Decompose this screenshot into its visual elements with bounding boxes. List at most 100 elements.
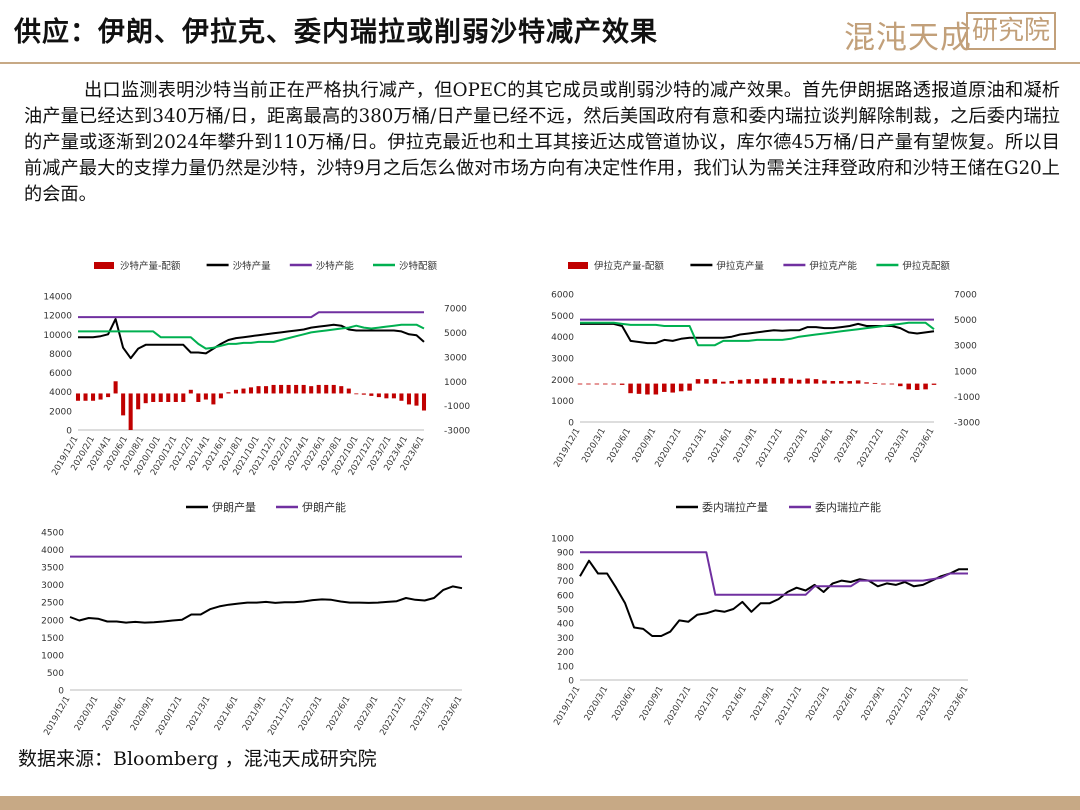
bar	[354, 393, 359, 395]
data-source: 数据来源：Bloomberg ，混沌天成研究院	[18, 748, 377, 770]
y-tick-label: 10000	[43, 331, 72, 341]
bar	[181, 393, 186, 402]
bar	[872, 382, 878, 384]
bar	[889, 383, 895, 385]
y-tick-label: 1000	[551, 535, 574, 545]
legend-label: 伊朗产能	[302, 500, 346, 514]
bar	[136, 393, 141, 410]
x-tick-label: 2020/3/1	[580, 427, 608, 465]
bar	[91, 393, 96, 401]
chart-saudi: 沙特产量-配额 沙特产量 沙特产能 沙特配额 0 2000 4000 6000 8000 1000…	[43, 260, 470, 477]
brand-logo: 混沌天成 研究院	[844, 12, 1056, 56]
y2-tick-label: 5000	[444, 329, 467, 339]
bar	[376, 393, 381, 398]
y2-tick-label: -3000	[444, 427, 470, 437]
x-tick-label: 2021/9/1	[241, 695, 269, 733]
x-tick-label: 2020/12/1	[663, 685, 693, 728]
y-tick-label: 600	[557, 591, 574, 601]
bar	[271, 384, 276, 394]
y2-tick-label: -3000	[954, 419, 980, 429]
x-tick-label: 2022/6/1	[832, 685, 860, 723]
bar	[746, 379, 751, 384]
legend-swatch	[568, 262, 588, 269]
bar	[855, 380, 861, 384]
y-tick-label: 2000	[49, 407, 72, 417]
bar	[611, 383, 616, 385]
x-tick-label: 2020/3/1	[73, 695, 101, 733]
bar	[143, 393, 148, 404]
y-tick-label: 14000	[43, 293, 72, 303]
bar	[737, 379, 743, 384]
bar	[914, 383, 920, 390]
bar	[406, 393, 411, 405]
legend-label: 伊拉克产能	[809, 260, 857, 272]
bar	[421, 393, 427, 411]
y-tick-label: 0	[568, 419, 574, 429]
bar	[121, 393, 126, 416]
legend-label: 伊拉克配额	[902, 260, 950, 272]
bar	[847, 381, 852, 384]
x-tick-label: 2021/12/1	[266, 695, 296, 738]
x-tick-label: 2021/12/1	[774, 685, 804, 728]
y2-tick-label: -1000	[954, 393, 980, 403]
x-tick-label: 2022/9/1	[860, 685, 888, 723]
bar	[645, 383, 650, 395]
bar	[279, 384, 284, 394]
y-tick-label: 1500	[41, 634, 64, 644]
bar	[294, 384, 299, 394]
bar	[98, 393, 103, 400]
bar	[586, 383, 591, 385]
bar	[712, 379, 718, 384]
bar	[788, 378, 793, 384]
y-tick-label: 3500	[41, 564, 64, 574]
x-tick-label: 2021/9/1	[732, 427, 760, 465]
x-tick-label: 2022/6/1	[325, 695, 353, 733]
bar	[256, 386, 261, 394]
x-tick-label: 2020/9/1	[638, 685, 666, 723]
bar	[619, 383, 625, 385]
y-tick-label: 300	[557, 634, 574, 644]
bar	[687, 383, 692, 391]
bar	[839, 381, 844, 384]
chart-iraq: 伊拉克产量-配额 伊拉克产量 伊拉克产能 伊拉克配额 0 1000 2000 3000 4000…	[551, 260, 980, 470]
bar	[248, 387, 254, 394]
y-tick-label: 2000	[551, 376, 574, 386]
bar	[931, 383, 937, 385]
bar	[309, 386, 314, 394]
bar	[805, 378, 810, 384]
y-tick-label: 900	[557, 549, 574, 559]
bar	[346, 388, 351, 394]
legend-label: 沙特产量-配额	[120, 260, 181, 272]
bar	[188, 389, 193, 394]
bar	[754, 379, 760, 384]
bar	[399, 393, 404, 401]
bar	[796, 379, 802, 384]
chart-venezuela: 委内瑞拉产量 委内瑞拉产能 0 100 200 300 400 500 600 700 800 900…	[551, 500, 971, 728]
series-line	[580, 321, 935, 347]
bar	[594, 383, 600, 385]
x-tick-label: 2021/12/1	[754, 427, 784, 470]
y-tick-label: 2000	[41, 616, 64, 626]
y-tick-label: 1000	[41, 651, 64, 661]
bar	[881, 383, 886, 385]
x-tick-label: 2021/9/1	[749, 685, 777, 723]
bar	[721, 381, 726, 384]
bar	[264, 386, 269, 394]
bar	[106, 393, 111, 398]
x-tick-label: 2020/9/1	[631, 427, 659, 465]
bar	[923, 383, 928, 390]
bar	[128, 393, 133, 430]
bar	[173, 393, 178, 402]
bar	[211, 393, 216, 405]
y-tick-label: 3000	[41, 581, 64, 591]
legend-label: 委内瑞拉产能	[815, 500, 881, 514]
bar	[822, 380, 827, 384]
series-line	[78, 323, 425, 350]
logo-text: 混沌天成	[844, 20, 972, 56]
bar	[763, 378, 768, 384]
y2-tick-label: 7000	[444, 305, 467, 315]
bar	[218, 393, 223, 399]
bar	[113, 381, 118, 394]
bar	[339, 386, 344, 394]
bar	[603, 383, 608, 385]
